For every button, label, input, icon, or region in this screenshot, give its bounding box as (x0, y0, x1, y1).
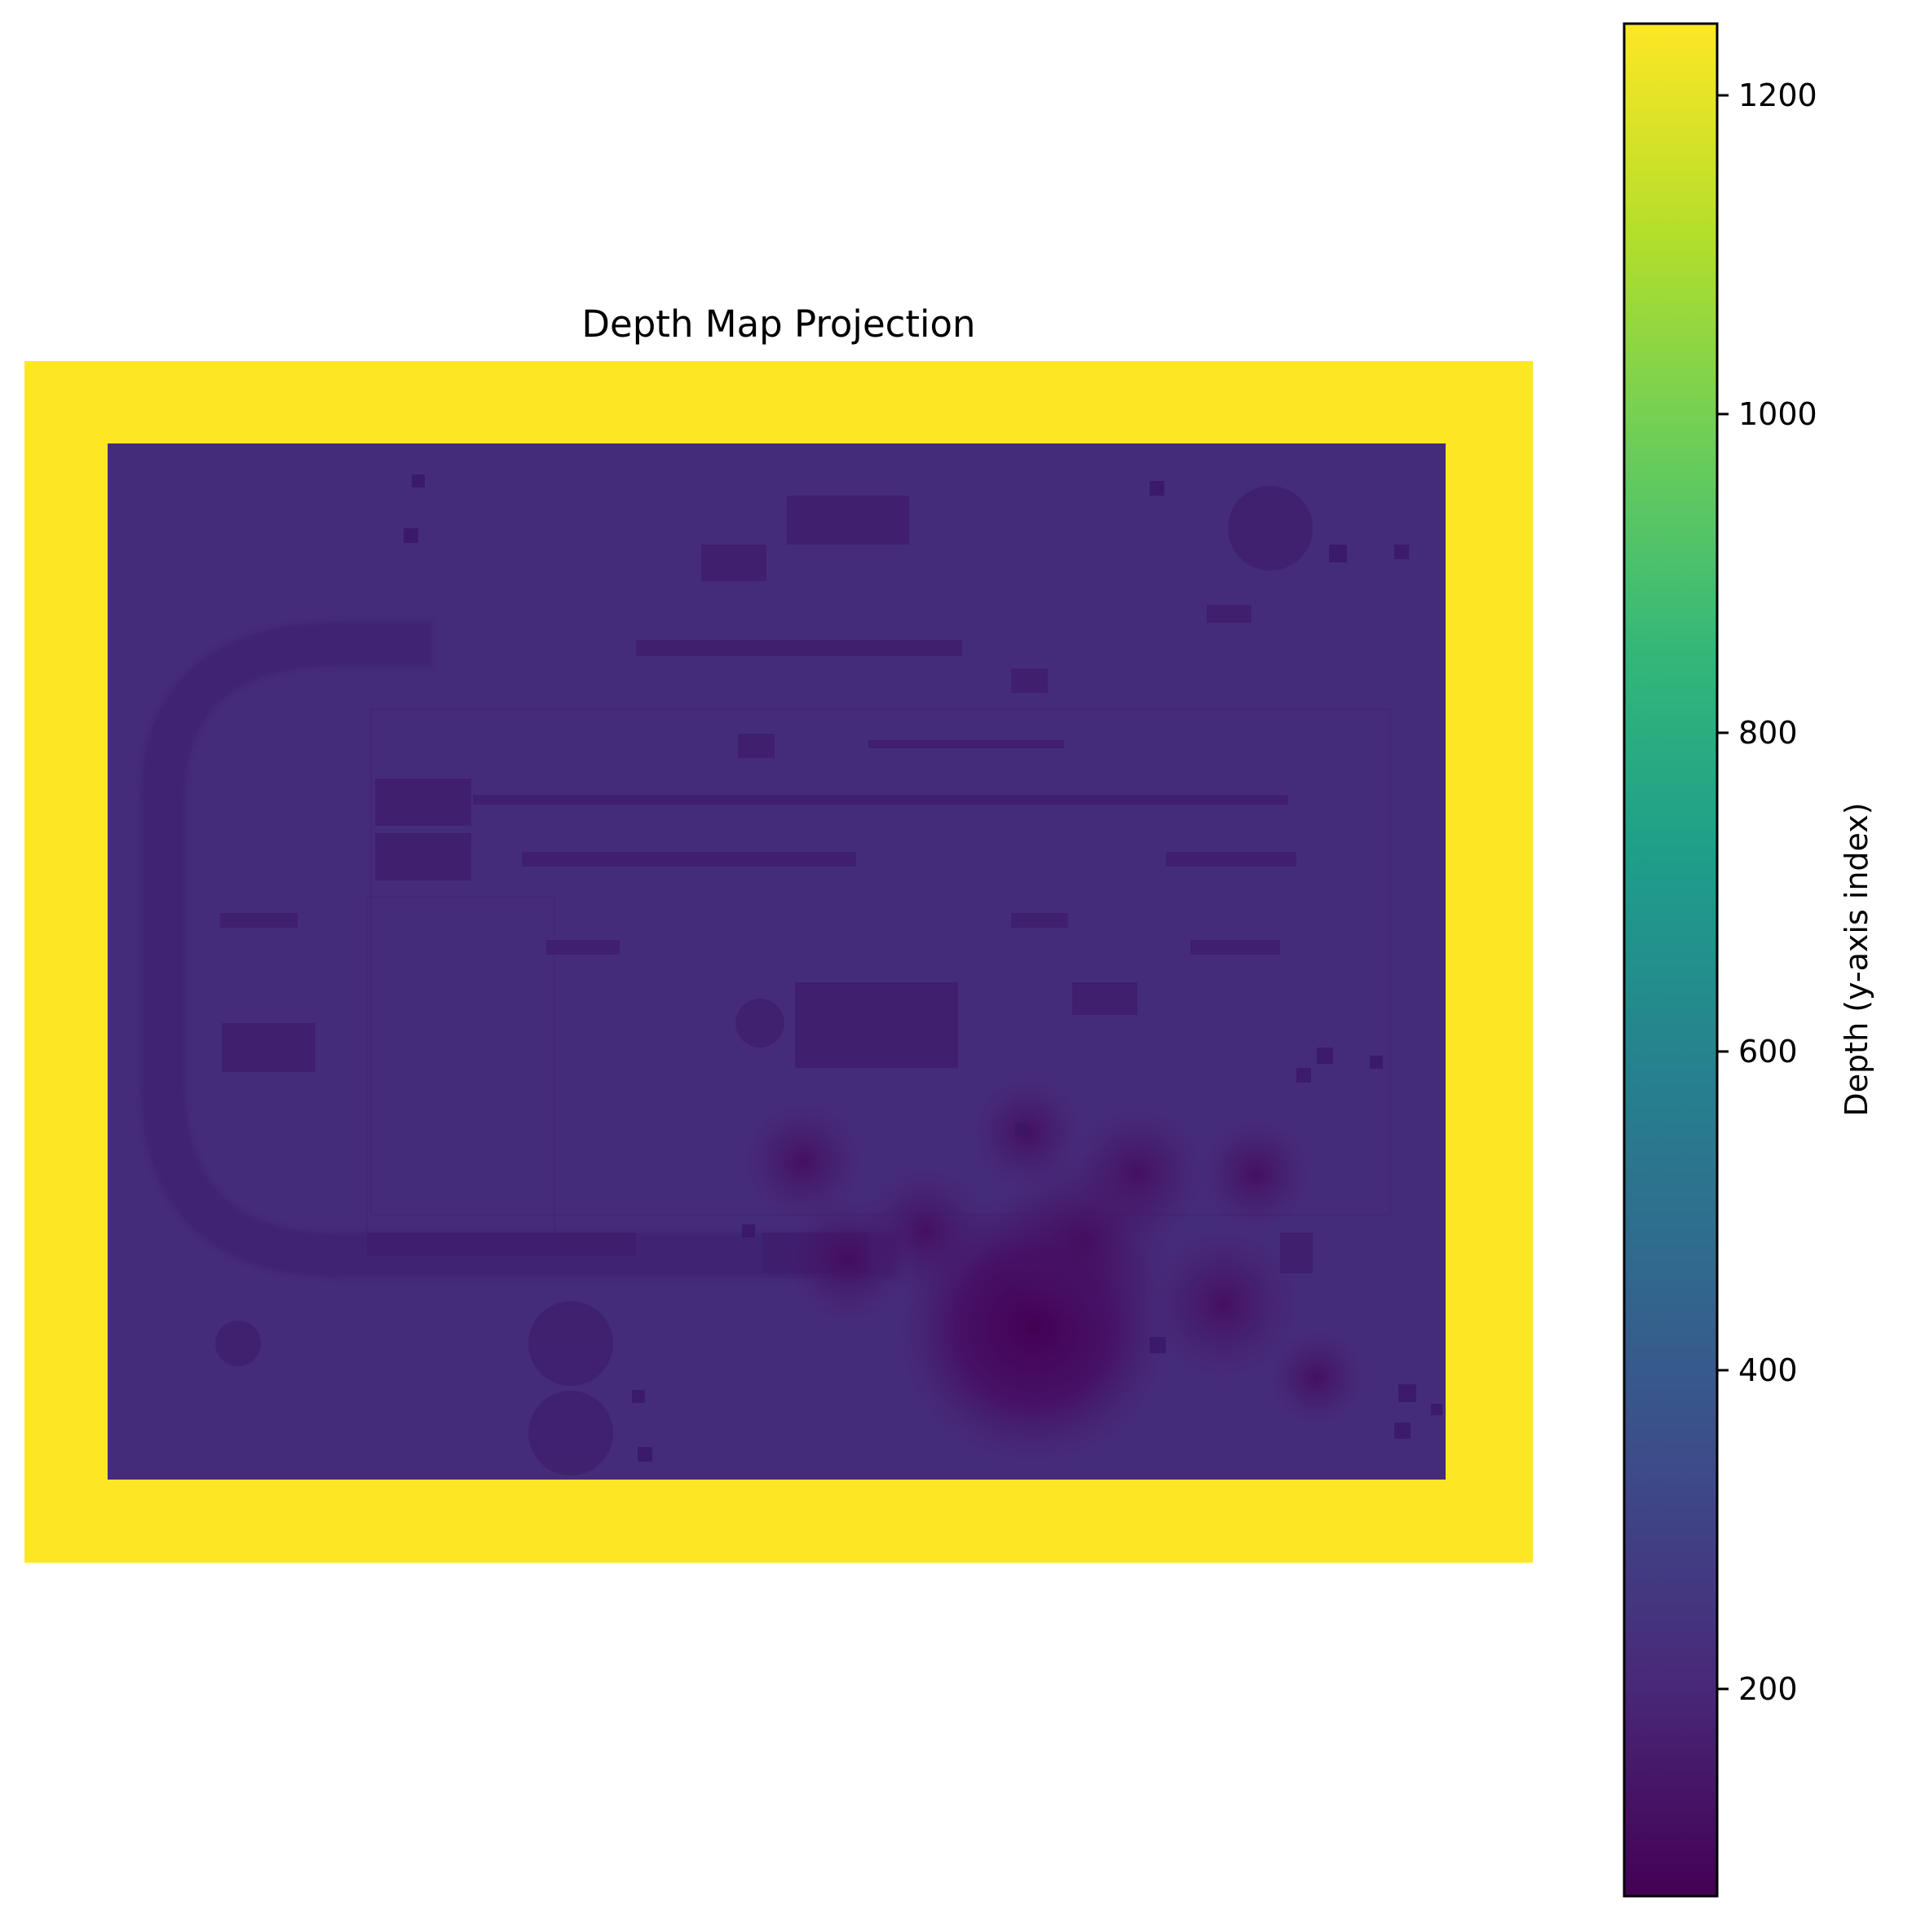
colorbar-label: Depth (y-axis index) (1839, 802, 1874, 1116)
colorbar-fill (1624, 24, 1717, 1896)
colorbar-tick-label: 1200 (1738, 77, 1817, 113)
colorbar-tick-label: 200 (1738, 1671, 1798, 1707)
colorbar-tick-label: 800 (1738, 715, 1798, 751)
heatmap-interior-detail (140, 474, 1442, 1475)
colorbar-tick-label: 600 (1738, 1034, 1798, 1070)
colorbar-tick-label: 1000 (1738, 396, 1817, 432)
colorbar-tick-label: 400 (1738, 1352, 1798, 1388)
track-loop (140, 621, 897, 1278)
chart-title: Depth Map Projection (581, 302, 975, 346)
dark-blobs (742, 1076, 1366, 1466)
colorbar-ticks: 200 400 600 800 1000 1200 (1717, 77, 1817, 1707)
speckles (404, 474, 1442, 1462)
colorbar: 200 400 600 800 1000 1200 Depth (y-axis index… (1623, 22, 1874, 1898)
colorbar-frame (1623, 22, 1719, 1898)
heatmap (24, 361, 1533, 1563)
feature-blocks (220, 496, 1313, 1273)
feature-circles (215, 486, 1313, 1475)
